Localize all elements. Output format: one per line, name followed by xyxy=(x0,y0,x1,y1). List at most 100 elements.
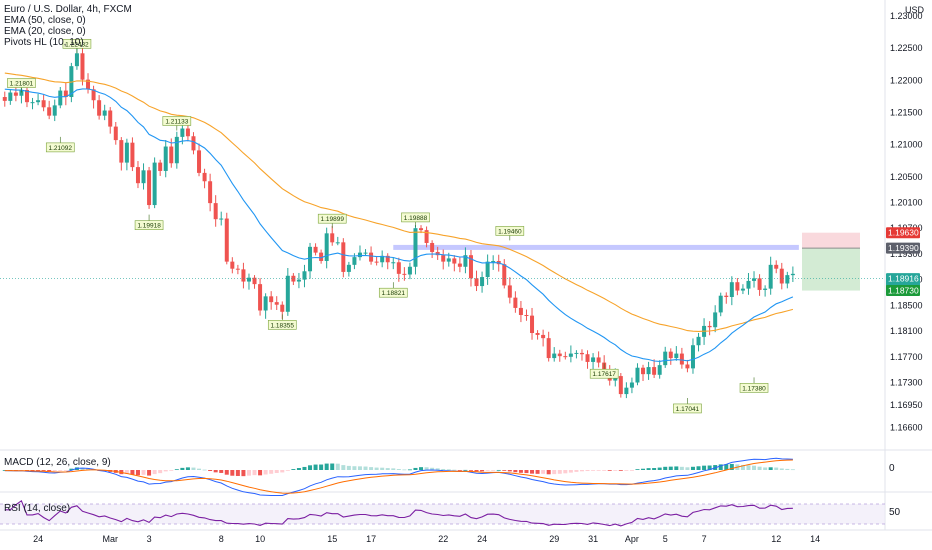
macd-hist-bar xyxy=(330,463,335,470)
macd-hist-bar xyxy=(80,467,85,470)
candle xyxy=(663,346,668,368)
candle xyxy=(513,291,518,313)
candle xyxy=(724,292,729,304)
entry-price-tag-box xyxy=(886,242,920,254)
candle xyxy=(86,73,91,94)
candle xyxy=(241,262,246,289)
candle-body xyxy=(91,89,96,101)
candle xyxy=(574,350,579,359)
macd-hist-bar xyxy=(235,470,240,476)
candle-body xyxy=(674,353,679,359)
rsi-label: RSI (14, close) xyxy=(4,503,71,514)
candle xyxy=(530,307,535,340)
candle-body xyxy=(24,89,29,103)
candle-body xyxy=(291,275,296,282)
macd-hist-bar xyxy=(452,469,457,471)
candle xyxy=(63,82,68,106)
candle-body xyxy=(330,233,335,243)
candle-body xyxy=(785,275,790,284)
candle-body xyxy=(41,100,46,108)
pivot-label-text: 1.19899 xyxy=(320,216,344,223)
macd-hist-bar xyxy=(568,470,573,473)
pivot-label-text: 1.19918 xyxy=(137,223,161,230)
candle-body xyxy=(419,228,424,231)
ema20-line xyxy=(4,88,794,362)
candle xyxy=(91,85,96,109)
candle-body xyxy=(197,150,202,173)
candle-body xyxy=(269,296,274,303)
candle xyxy=(147,166,152,209)
macd-hist-bar xyxy=(391,468,396,470)
candle xyxy=(219,211,224,226)
candle xyxy=(396,257,401,282)
macd-hist-bar xyxy=(86,468,91,470)
pivot-label-text: 1.19460 xyxy=(498,228,522,235)
macd-hist-bar xyxy=(457,470,462,471)
pivot-label-box xyxy=(401,212,430,223)
macd-hist-bar xyxy=(491,470,496,471)
x-tick-label: 15 xyxy=(327,534,337,544)
macd-hist-bar xyxy=(69,468,74,470)
candle xyxy=(507,277,512,304)
candle xyxy=(380,250,385,268)
last-price-tag-text: 1.18916 xyxy=(888,274,919,284)
candle-body xyxy=(530,315,535,333)
candle xyxy=(690,338,695,374)
macd-hist-bar xyxy=(158,470,163,474)
candle xyxy=(485,254,490,285)
macd-hist-bar xyxy=(740,464,745,470)
candle xyxy=(124,138,129,171)
macd-hist-bar xyxy=(646,468,651,470)
pivot-label-text: 1.22432 xyxy=(65,41,89,48)
macd-hist-bar xyxy=(530,470,535,474)
macd-hist-bar xyxy=(507,470,512,472)
candle xyxy=(685,359,690,373)
candle xyxy=(735,278,740,296)
candle xyxy=(274,296,279,310)
candle-body xyxy=(246,277,251,282)
candle xyxy=(579,349,584,361)
candle-body xyxy=(19,89,24,96)
candle xyxy=(80,48,85,86)
macd-hist-bar xyxy=(396,469,401,470)
candle xyxy=(58,86,63,109)
macd-hist-bar xyxy=(652,468,657,470)
candle-body xyxy=(546,338,551,359)
y-tick-label: 1.18500 xyxy=(890,300,923,310)
macd-hist-bar xyxy=(152,470,157,475)
x-tick-label: Mar xyxy=(102,534,118,544)
candle xyxy=(402,267,407,281)
candle xyxy=(197,143,202,177)
candle xyxy=(557,349,562,362)
y-tick-label: 1.17300 xyxy=(890,378,923,388)
x-tick-label: 29 xyxy=(549,534,559,544)
macd-hist-bar xyxy=(779,468,784,470)
candle-body xyxy=(457,263,462,267)
macd-hist-bar xyxy=(596,470,601,471)
x-tick-label: 24 xyxy=(33,534,43,544)
candle xyxy=(740,284,745,295)
macd-hist-bar xyxy=(324,463,329,470)
candle-body xyxy=(102,110,107,116)
macd-hist-bar xyxy=(480,470,485,472)
rsi-band xyxy=(0,504,885,524)
macd-hist-bar xyxy=(602,470,607,471)
pivot-label-text: 1.21092 xyxy=(49,145,73,152)
macd-hist-bar xyxy=(518,470,523,473)
pivot-label: 1.17617 xyxy=(589,363,619,379)
candle xyxy=(213,195,218,227)
candle-body xyxy=(169,146,174,164)
candle-body xyxy=(635,367,640,383)
candle xyxy=(585,350,590,369)
candle xyxy=(541,329,546,347)
candle xyxy=(790,266,795,283)
candle xyxy=(457,257,462,273)
y-tick-label: 1.21500 xyxy=(890,107,923,117)
candle xyxy=(713,305,718,333)
macd-hist-bar xyxy=(147,470,152,476)
candle-body xyxy=(718,295,723,313)
pivot-label: 1.19888 xyxy=(401,212,430,227)
candle xyxy=(152,157,157,209)
y-tick-label: 1.22500 xyxy=(890,43,923,53)
